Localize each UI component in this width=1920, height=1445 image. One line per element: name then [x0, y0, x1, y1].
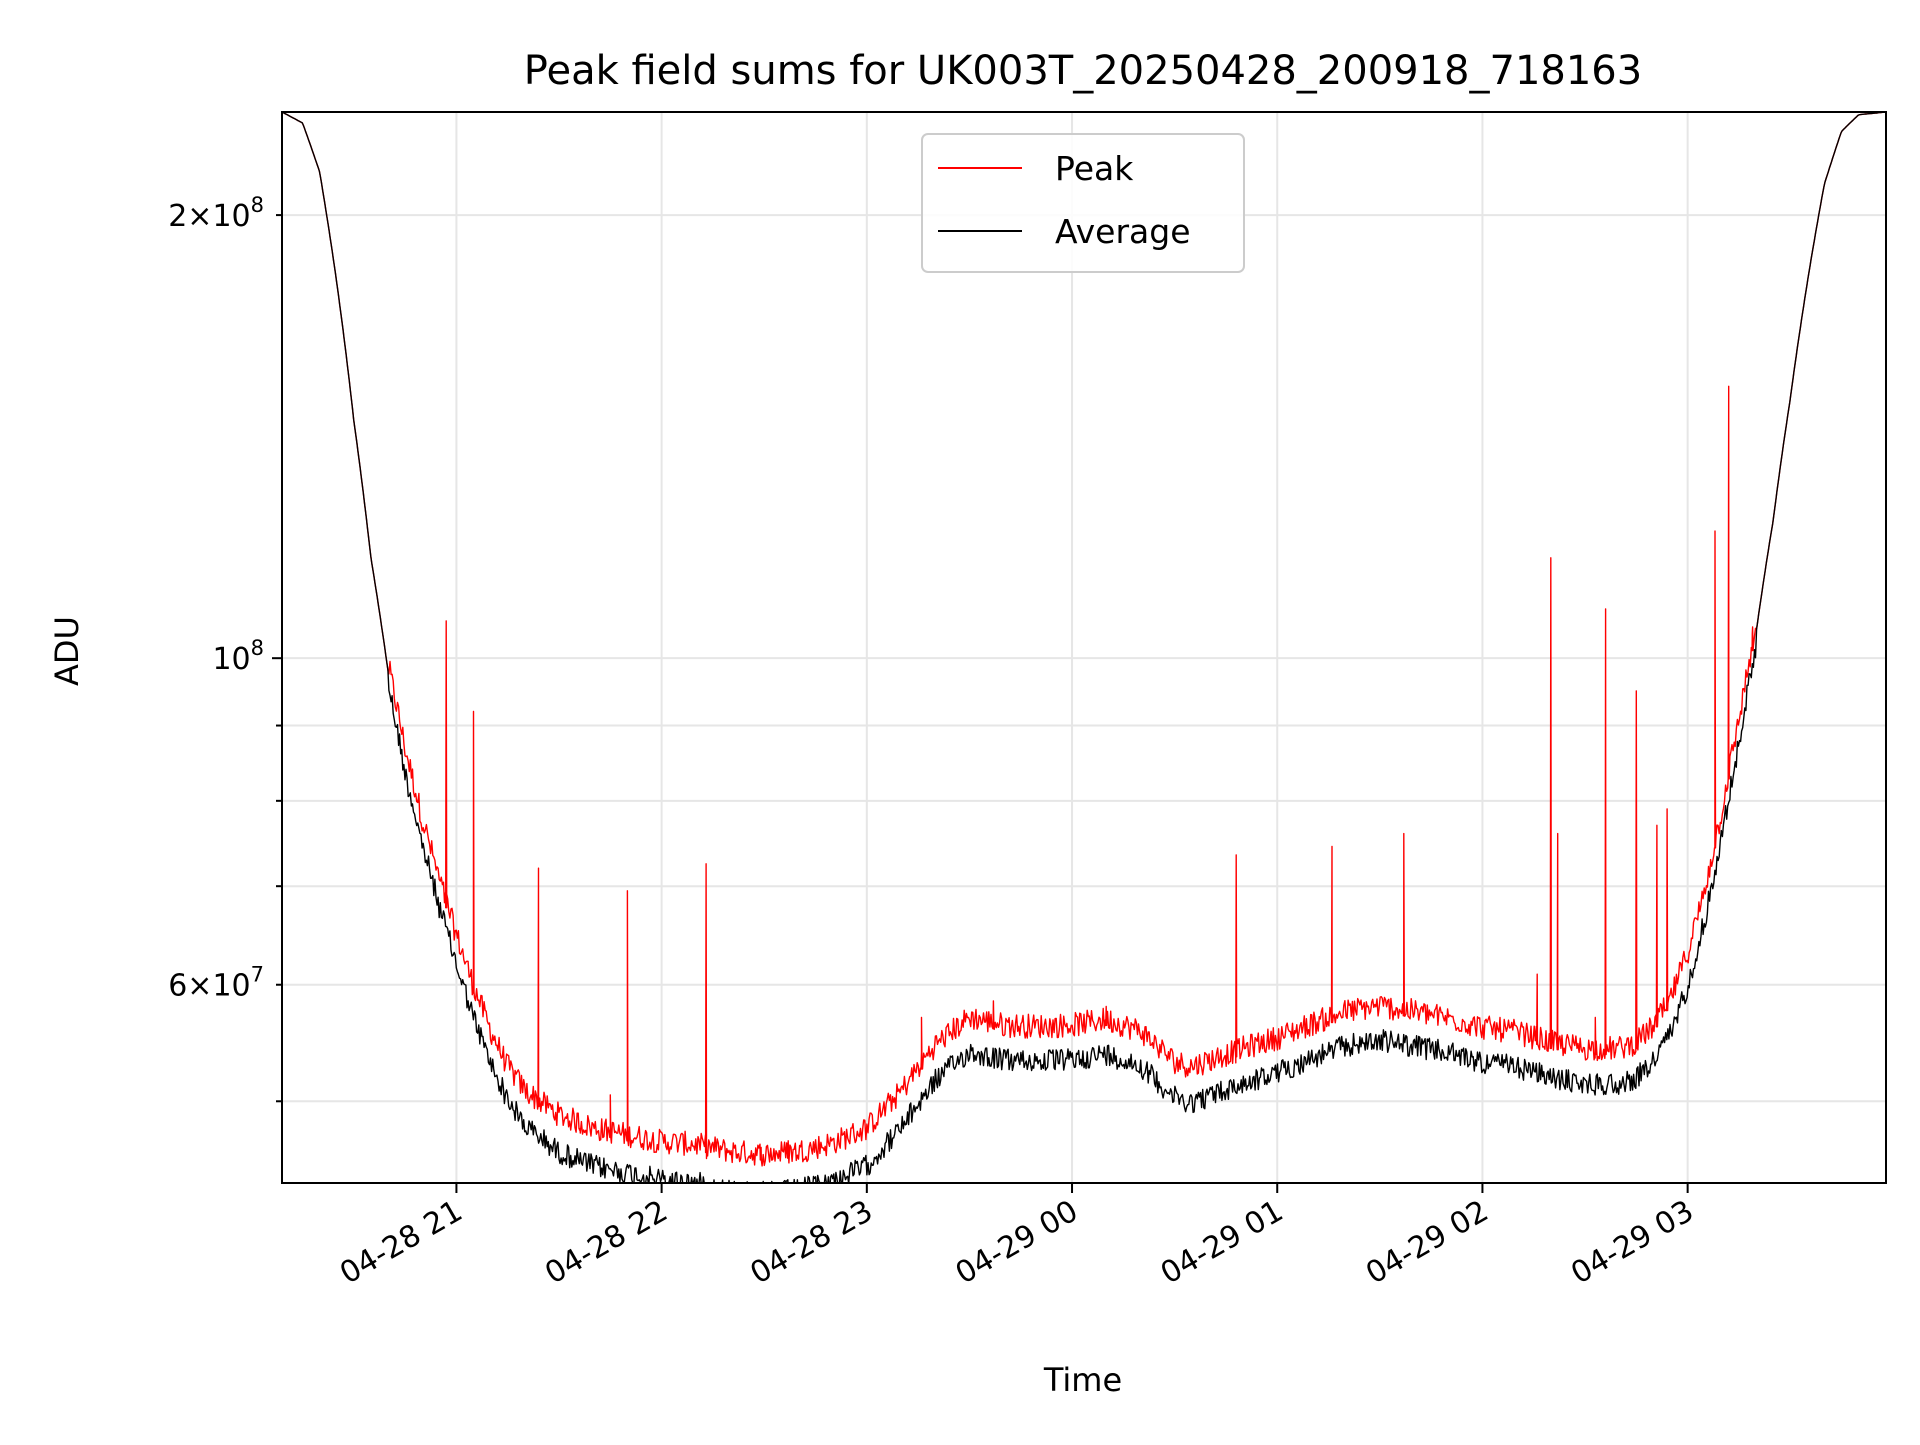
legend-label-peak: Peak	[1055, 149, 1134, 188]
x-tick-label: 04-29 00	[950, 1194, 1084, 1292]
x-axis-label: Time	[1043, 1361, 1122, 1399]
x-axis-ticks: 04-28 21 04-28 22 04-28 23 04-29 00 04-29 01…	[334, 1183, 1700, 1291]
legend-label-average: Average	[1055, 212, 1191, 251]
chart-title: Peak field sums for UK003T_20250428_2009…	[524, 48, 1642, 94]
x-tick-label: 04-29 01	[1155, 1194, 1289, 1292]
y-axis-label: ADU	[48, 616, 86, 686]
grid-lines	[282, 112, 1886, 1183]
y-tick-label: 2×108	[168, 193, 264, 234]
x-tick-label: 04-28 23	[745, 1194, 879, 1292]
x-tick-label: 04-29 03	[1565, 1194, 1699, 1292]
data-lines	[282, 112, 1886, 1183]
series-line-average	[282, 112, 1886, 1183]
series-line-peak	[282, 112, 1886, 1167]
legend: Peak Average	[921, 133, 1245, 273]
x-tick-label: 04-28 21	[334, 1194, 468, 1292]
x-tick-label: 04-28 22	[539, 1194, 673, 1292]
y-axis-ticks: 108 6×107 2×108	[168, 193, 282, 1103]
plot-frame	[281, 111, 1887, 1184]
y-tick-label: 108	[212, 636, 264, 677]
x-tick-label: 04-29 02	[1360, 1194, 1494, 1292]
y-tick-label: 6×107	[168, 963, 264, 1004]
